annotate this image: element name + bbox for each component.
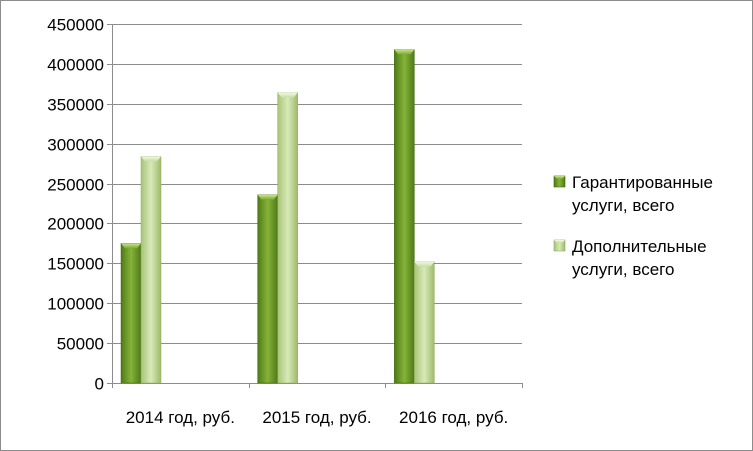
legend-item: Гарантированные услуги, всего xyxy=(553,173,713,215)
bar-body xyxy=(257,194,278,384)
y-tick-label: 250000 xyxy=(47,176,104,195)
y-tick-label: 400000 xyxy=(47,56,104,75)
y-tick-label: 450000 xyxy=(47,16,104,35)
axes xyxy=(107,24,523,388)
bar-bevel xyxy=(141,156,161,162)
y-tick-label: 50000 xyxy=(57,335,104,354)
bar xyxy=(394,49,415,384)
y-tick-label: 200000 xyxy=(47,215,104,234)
bar-body xyxy=(277,92,298,384)
bar-bevel xyxy=(394,49,415,55)
legend-swatch-bevel xyxy=(554,176,565,179)
y-tick-label: 150000 xyxy=(47,255,104,274)
bar-body xyxy=(414,261,435,384)
bar-bevel xyxy=(414,261,435,267)
bar-bevel xyxy=(121,243,141,249)
x-tick-label: 2016 год, руб. xyxy=(399,408,508,427)
x-axis-tick-labels: 2014 год, руб. 2015 год, руб. 2016 год, ру… xyxy=(126,408,509,427)
bar xyxy=(140,156,162,384)
legend-label: Гарантированные услуги, всего xyxy=(572,173,713,215)
gridlines xyxy=(112,24,522,344)
x-tick-label: 2014 год, руб. xyxy=(126,408,235,427)
bar xyxy=(414,261,435,384)
bar-body xyxy=(140,156,162,384)
legend-item: Дополнительные услуги, всего xyxy=(553,237,707,279)
bar-bevel xyxy=(277,92,298,98)
x-tick-label: 2015 год, руб. xyxy=(262,408,371,427)
legend-swatch-bevel xyxy=(554,240,565,243)
bar xyxy=(277,92,298,384)
bar xyxy=(257,194,278,384)
legend: Гарантированные услуги, всего Дополнительн… xyxy=(553,173,713,279)
bar xyxy=(120,243,142,384)
bar-body xyxy=(120,243,142,384)
y-tick-label: 350000 xyxy=(47,96,104,115)
bar-body xyxy=(394,49,415,384)
y-tick-label: 0 xyxy=(95,375,104,394)
y-axis-tick-labels: 0 50000 100000 150000 200000 250000 300000 3500… xyxy=(47,16,104,394)
y-tick-label: 300000 xyxy=(47,136,104,155)
legend-label: Дополнительные услуги, всего xyxy=(572,237,707,279)
y-tick-label: 100000 xyxy=(47,295,104,314)
bar-bevel xyxy=(257,194,278,200)
bars xyxy=(120,49,435,384)
